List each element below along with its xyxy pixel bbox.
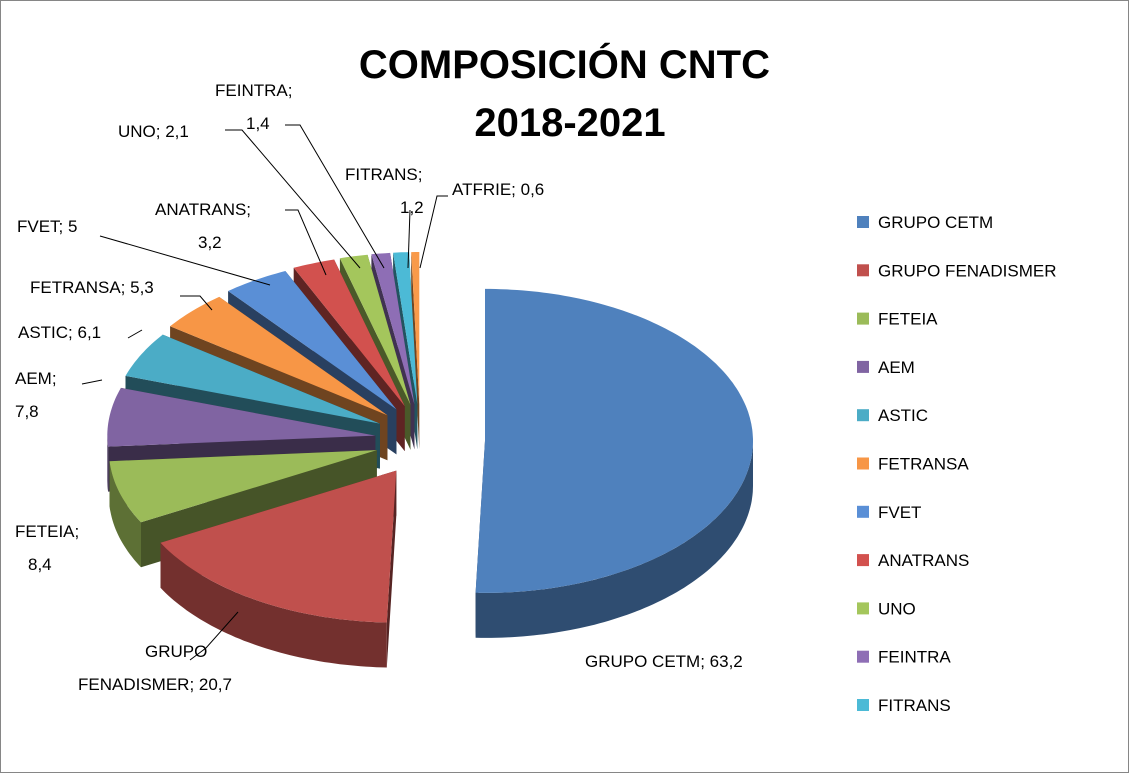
legend-swatch (857, 457, 869, 470)
slice-side (109, 461, 141, 568)
leader-line (225, 129, 361, 269)
legend-label: UNO (878, 599, 916, 618)
legend-label: AEM (878, 358, 915, 377)
data-label: UNO; 2,1 (118, 122, 189, 141)
legend-swatch (857, 264, 869, 277)
legend-swatch (857, 554, 869, 567)
legend-label: FVET (878, 503, 921, 522)
legend-swatch (857, 360, 869, 373)
legend-label: ASTIC (878, 406, 928, 425)
data-label: GRUPO CETM; 63,2 (585, 652, 743, 671)
data-label: FVET; 5 (17, 217, 77, 236)
legend-label: GRUPO FENADISMER (878, 261, 1057, 280)
legend-label: FITRANS (878, 696, 951, 715)
leader-line (180, 295, 213, 311)
data-label: FITRANS; 1,2 (345, 165, 427, 217)
slice (371, 252, 415, 405)
slice (411, 252, 420, 404)
leader-line (189, 611, 239, 661)
legend-label: ANATRANS (878, 551, 969, 570)
slice (475, 288, 753, 593)
slice (339, 254, 411, 405)
slice-side (475, 440, 753, 638)
slice-side (411, 252, 420, 449)
data-label: ANATRANS; 3,2 (155, 200, 256, 252)
slice (393, 252, 418, 405)
data-label: ASTIC; 6,1 (18, 323, 101, 342)
legend-label: FETEIA (878, 310, 938, 329)
slice (228, 271, 397, 410)
slice (125, 334, 380, 424)
data-label: FEINTRA; 1,4 (215, 81, 297, 133)
data-label: FETEIA; 8,4 (15, 522, 84, 574)
slice-side (160, 542, 387, 668)
slice (293, 259, 405, 407)
legend-label: GRUPO CETM (878, 213, 993, 232)
legend: GRUPO CETM GRUPO FENADISMER FETEIA AEM ASTIC… (857, 213, 1057, 715)
slice (160, 470, 397, 623)
data-label: ATFRIE; 0,6 (452, 180, 544, 199)
slice-side (107, 435, 109, 492)
leader-line (99, 235, 271, 286)
leader-line (81, 379, 103, 385)
legend-swatch (857, 602, 869, 615)
leader-line (419, 195, 448, 269)
slice-side (386, 470, 397, 668)
data-label: FETRANSA; 5,3 (30, 278, 154, 297)
data-label: AEM; 7,8 (15, 369, 61, 421)
legend-swatch (857, 216, 869, 228)
slice (170, 296, 388, 416)
slice (109, 450, 377, 523)
slice (107, 387, 376, 447)
legend-swatch (857, 505, 869, 518)
leader-line (127, 329, 143, 339)
pie (107, 252, 753, 668)
leader-line (285, 209, 327, 276)
leader-line (407, 209, 411, 269)
leader-line (285, 124, 385, 269)
legend-swatch (857, 699, 869, 711)
legend-label: FETRANSA (878, 455, 969, 474)
chart-title: COMPOSICIÓN CNTC 2018-2021 (359, 41, 781, 145)
legend-label: FEINTRA (878, 648, 951, 667)
legend-swatch (857, 409, 869, 422)
legend-swatch (857, 312, 869, 325)
legend-swatch (857, 650, 869, 663)
